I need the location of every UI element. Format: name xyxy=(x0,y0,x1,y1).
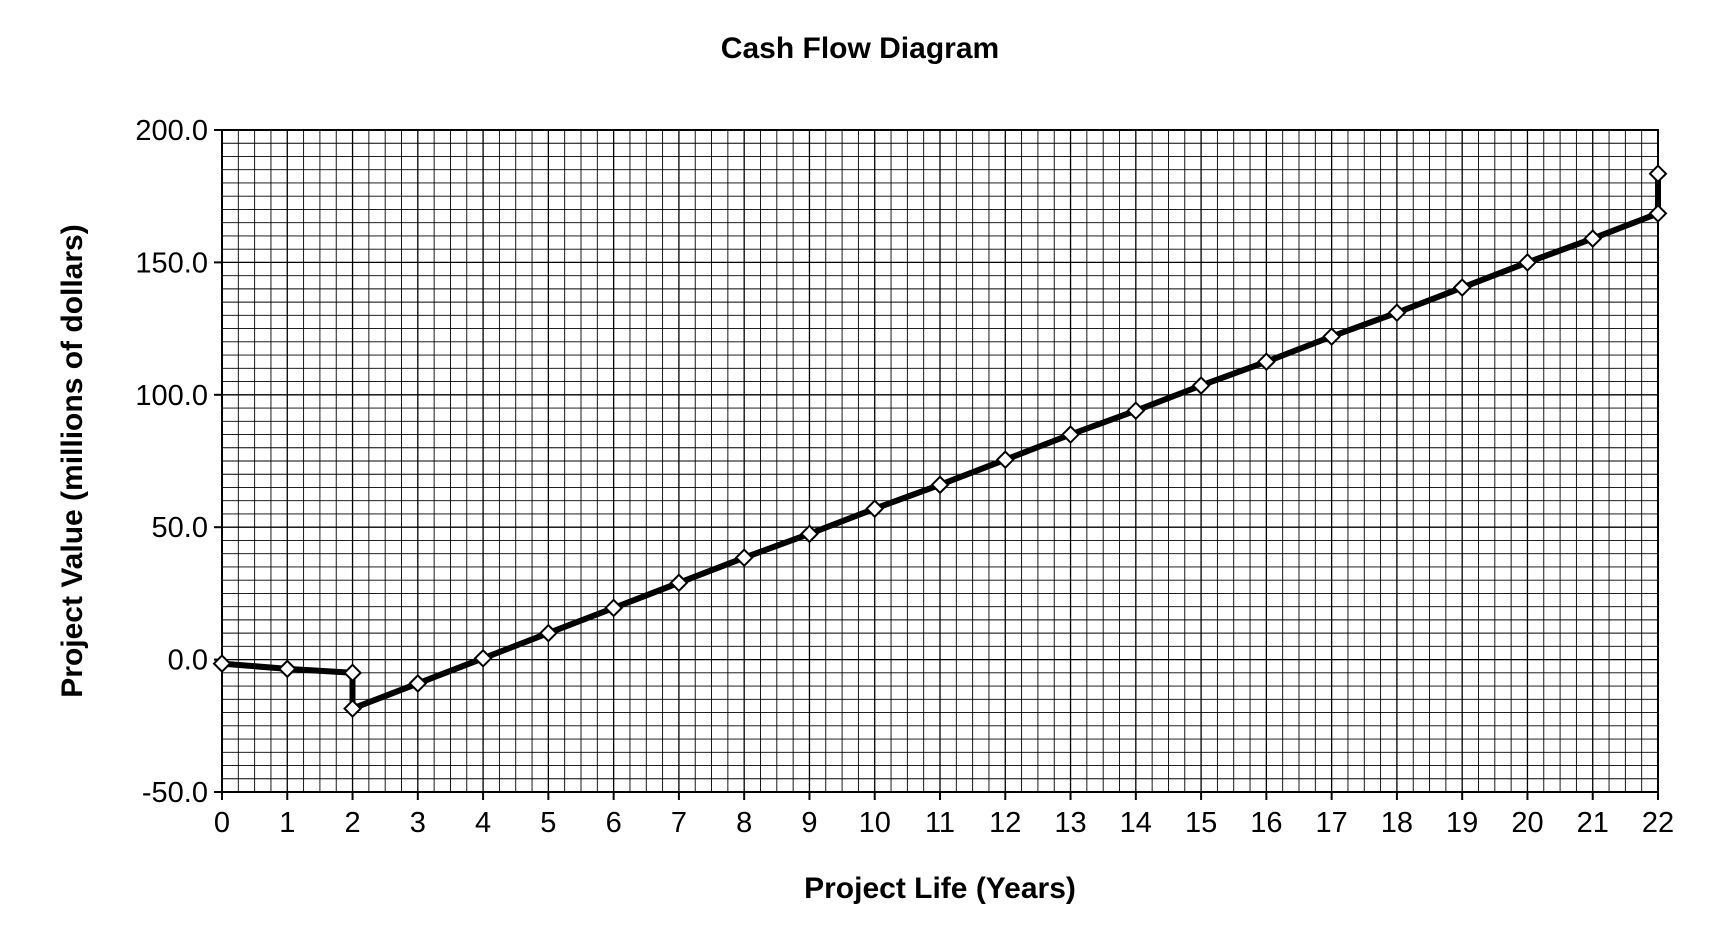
x-tick-label: 13 xyxy=(1054,807,1086,839)
x-tick-label: 17 xyxy=(1316,807,1348,839)
x-tick-label: 2 xyxy=(344,807,360,839)
x-axis-ticks: 0 1 2 3 4 5 6 7 8 9 10 11 12 13 14 15 16 17 18 19 20 21 22 xyxy=(214,792,1674,839)
x-tick-label: 7 xyxy=(671,807,687,839)
data-point-marker xyxy=(212,654,232,673)
x-axis-label: Project Life (Years) xyxy=(804,872,1076,905)
data-point-marker xyxy=(1256,352,1276,372)
x-tick-label: 4 xyxy=(475,807,491,839)
y-axis-ticks: -50.0 0.0 50.0 100.0 150.0 200.0 xyxy=(135,115,222,809)
data-point-marker xyxy=(734,548,754,568)
data-point-marker xyxy=(1518,252,1537,272)
data-point-marker xyxy=(538,623,558,643)
y-tick-label: 150.0 xyxy=(135,247,208,279)
data-point-marker xyxy=(1191,376,1211,395)
y-tick-label: 0.0 xyxy=(168,645,208,677)
x-tick-label: 21 xyxy=(1577,807,1609,839)
x-tick-label: 14 xyxy=(1120,807,1152,839)
data-point-marker xyxy=(865,499,885,519)
data-point-marker xyxy=(1648,164,1668,184)
data-point-marker xyxy=(1648,203,1668,223)
x-tick-label: 6 xyxy=(606,807,622,839)
x-tick-label: 0 xyxy=(214,807,230,839)
data-point-marker xyxy=(669,573,689,593)
data-point-marker xyxy=(930,475,950,495)
x-tick-label: 5 xyxy=(540,807,556,839)
x-tick-label: 8 xyxy=(736,807,752,839)
x-tick-label: 1 xyxy=(279,807,295,839)
data-point-marker xyxy=(800,524,819,544)
data-point-marker xyxy=(1126,401,1146,421)
x-tick-label: 22 xyxy=(1642,807,1674,839)
data-point-marker xyxy=(1387,303,1407,323)
data-point-marker xyxy=(343,699,362,719)
x-tick-label: 10 xyxy=(859,807,891,839)
y-tick-label: 50.0 xyxy=(152,512,208,544)
data-point-marker xyxy=(343,663,362,683)
y-tick-label: 200.0 xyxy=(135,115,208,147)
data-point-marker xyxy=(995,450,1015,470)
x-tick-label: 15 xyxy=(1185,807,1217,839)
data-point-marker xyxy=(1583,229,1603,248)
data-point-marker xyxy=(408,674,428,693)
x-tick-label: 16 xyxy=(1250,807,1282,839)
x-tick-label: 12 xyxy=(989,807,1021,839)
data-point-marker xyxy=(1452,278,1472,297)
x-tick-label: 19 xyxy=(1446,807,1478,839)
series-group xyxy=(212,164,1668,719)
x-tick-label: 9 xyxy=(801,807,817,839)
x-tick-label: 18 xyxy=(1381,807,1413,839)
grid xyxy=(221,129,1659,793)
y-axis-label: Project Value (millions of dollars) xyxy=(56,224,89,697)
y-tick-label: -50.0 xyxy=(142,777,208,809)
data-point-marker xyxy=(277,659,297,679)
data-point-marker xyxy=(604,598,624,618)
x-tick-label: 11 xyxy=(925,807,955,839)
data-point-marker xyxy=(1061,425,1080,444)
y-tick-label: 100.0 xyxy=(135,380,208,412)
x-tick-label: 20 xyxy=(1511,807,1543,839)
data-point-marker xyxy=(473,648,493,668)
data-point-marker xyxy=(1322,327,1342,346)
chart-title: Cash Flow Diagram xyxy=(721,32,999,65)
x-tick-label: 3 xyxy=(410,807,426,839)
